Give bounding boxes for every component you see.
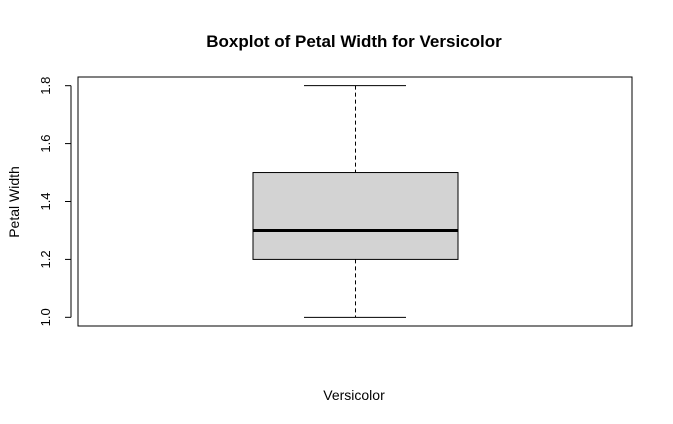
x-axis-label: Versicolor (323, 387, 385, 403)
y-tick-label: 1.8 (38, 77, 53, 95)
y-axis-label: Petal Width (6, 166, 22, 238)
chart-title: Boxplot of Petal Width for Versicolor (206, 32, 502, 51)
plot-frame (77, 76, 633, 327)
y-axis: 1.0 1.2 1.4 1.6 1.8 (38, 77, 72, 326)
y-tick-label: 1.0 (38, 308, 53, 326)
y-tick-label: 1.6 (38, 135, 53, 153)
iqr-box (252, 172, 459, 260)
y-tick-label: 1.4 (38, 192, 53, 210)
y-tick-label: 1.2 (38, 250, 53, 268)
box-group (252, 85, 459, 318)
